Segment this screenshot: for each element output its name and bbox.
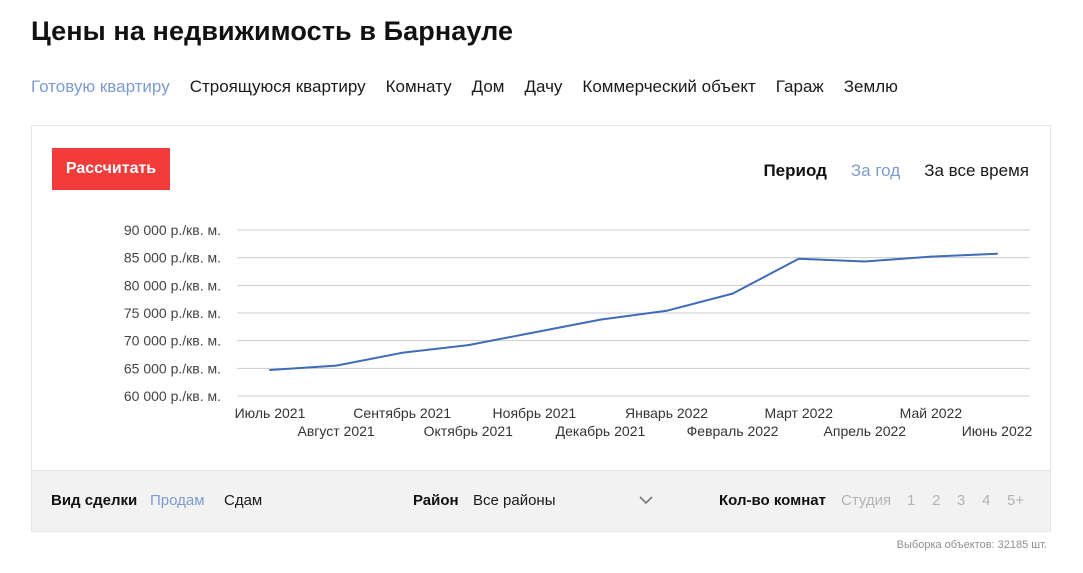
data-point[interactable] [467, 344, 470, 347]
rooms-option-3[interactable]: 3 [957, 492, 966, 509]
data-point[interactable] [269, 368, 271, 371]
tab-commercial[interactable]: Коммерческий объект [582, 77, 756, 96]
x-tick-label: Ноябрь 2021 [493, 405, 577, 421]
period-option-year[interactable]: За год [850, 161, 901, 180]
rooms-option-2[interactable]: 2 [932, 492, 941, 509]
y-axis-ticks: 60 000 р./кв. м. 65 000 р./кв. м. 70 000 р… [124, 222, 221, 404]
period-option-all-time[interactable]: За все время [924, 161, 1029, 180]
chart-card [31, 125, 1051, 471]
data-point[interactable] [996, 252, 998, 255]
data-point[interactable] [797, 257, 800, 260]
x-tick-label: Декабрь 2021 [556, 423, 646, 439]
tab-room[interactable]: Комнату [385, 77, 452, 96]
data-point[interactable] [665, 309, 668, 312]
sample-size-note: Выборка объектов: 32185 шт. [896, 539, 1047, 551]
tab-land[interactable]: Землю [843, 77, 898, 96]
data-point[interactable] [335, 364, 338, 367]
tab-house[interactable]: Дом [471, 77, 505, 96]
property-type-tabs: Готовую квартиру Строящуюся квартиру Ком… [31, 77, 918, 97]
data-point[interactable] [401, 351, 404, 354]
y-tick-label: 80 000 р./кв. м. [124, 277, 221, 293]
district-label: Район [413, 492, 459, 509]
series-line [269, 252, 998, 371]
y-tick-label: 60 000 р./кв. м. [124, 388, 221, 404]
x-tick-label: Сентябрь 2021 [353, 405, 451, 421]
tab-garage[interactable]: Гараж [775, 77, 824, 96]
data-point[interactable] [731, 292, 734, 295]
y-tick-label: 85 000 р./кв. м. [124, 250, 221, 266]
calculate-button[interactable]: Рассчитать [52, 148, 170, 190]
x-tick-label: Май 2022 [900, 405, 963, 421]
x-tick-label: Январь 2022 [625, 405, 708, 421]
chevron-down-icon[interactable] [638, 494, 654, 506]
data-point[interactable] [533, 331, 536, 334]
y-tick-label: 65 000 р./кв. м. [124, 360, 221, 376]
deal-option-sell[interactable]: Продам [150, 492, 205, 509]
x-tick-label: Февраль 2022 [687, 423, 779, 439]
grid-lines [237, 229, 1030, 397]
x-tick-label: Август 2021 [298, 423, 375, 439]
data-point[interactable] [863, 260, 866, 263]
x-tick-label: Апрель 2022 [824, 423, 907, 439]
rooms-option-5plus[interactable]: 5+ [1007, 492, 1025, 509]
data-point[interactable] [929, 255, 932, 258]
x-tick-label: Июнь 2022 [962, 423, 1033, 439]
y-tick-label: 90 000 р./кв. м. [124, 222, 221, 238]
x-tick-label: Июль 2021 [235, 405, 306, 421]
rooms-option-studio[interactable]: Студия [841, 492, 892, 509]
rooms-option-1[interactable]: 1 [907, 492, 916, 509]
tab-ready-apartment[interactable]: Готовую квартиру [31, 77, 170, 96]
deal-type-label: Вид сделки [51, 492, 138, 509]
data-point[interactable] [599, 318, 602, 321]
x-tick-label: Март 2022 [764, 405, 833, 421]
filter-bar [31, 471, 1051, 532]
period-label: Период [763, 161, 827, 180]
series-layer [269, 252, 998, 371]
x-tick-label: Октябрь 2021 [424, 423, 514, 439]
district-select[interactable]: Все районы [473, 492, 556, 509]
deal-option-rent[interactable]: Сдам [224, 492, 263, 509]
tab-new-build-apartment[interactable]: Строящуюся квартиру [189, 77, 366, 96]
rooms-label: Кол-во комнат [719, 492, 826, 509]
rooms-option-4[interactable]: 4 [982, 492, 991, 509]
period-selector: Период За год За все время [763, 161, 1029, 181]
y-tick-label: 75 000 р./кв. м. [124, 305, 221, 321]
x-axis-ticks: Июль 2021 Август 2021 Сентябрь 2021 Октябрь… [235, 405, 1033, 439]
page-title: Цены на недвижимость в Барнауле [31, 16, 514, 46]
tab-dacha[interactable]: Дачу [524, 77, 563, 96]
y-tick-label: 70 000 р./кв. м. [124, 333, 221, 349]
